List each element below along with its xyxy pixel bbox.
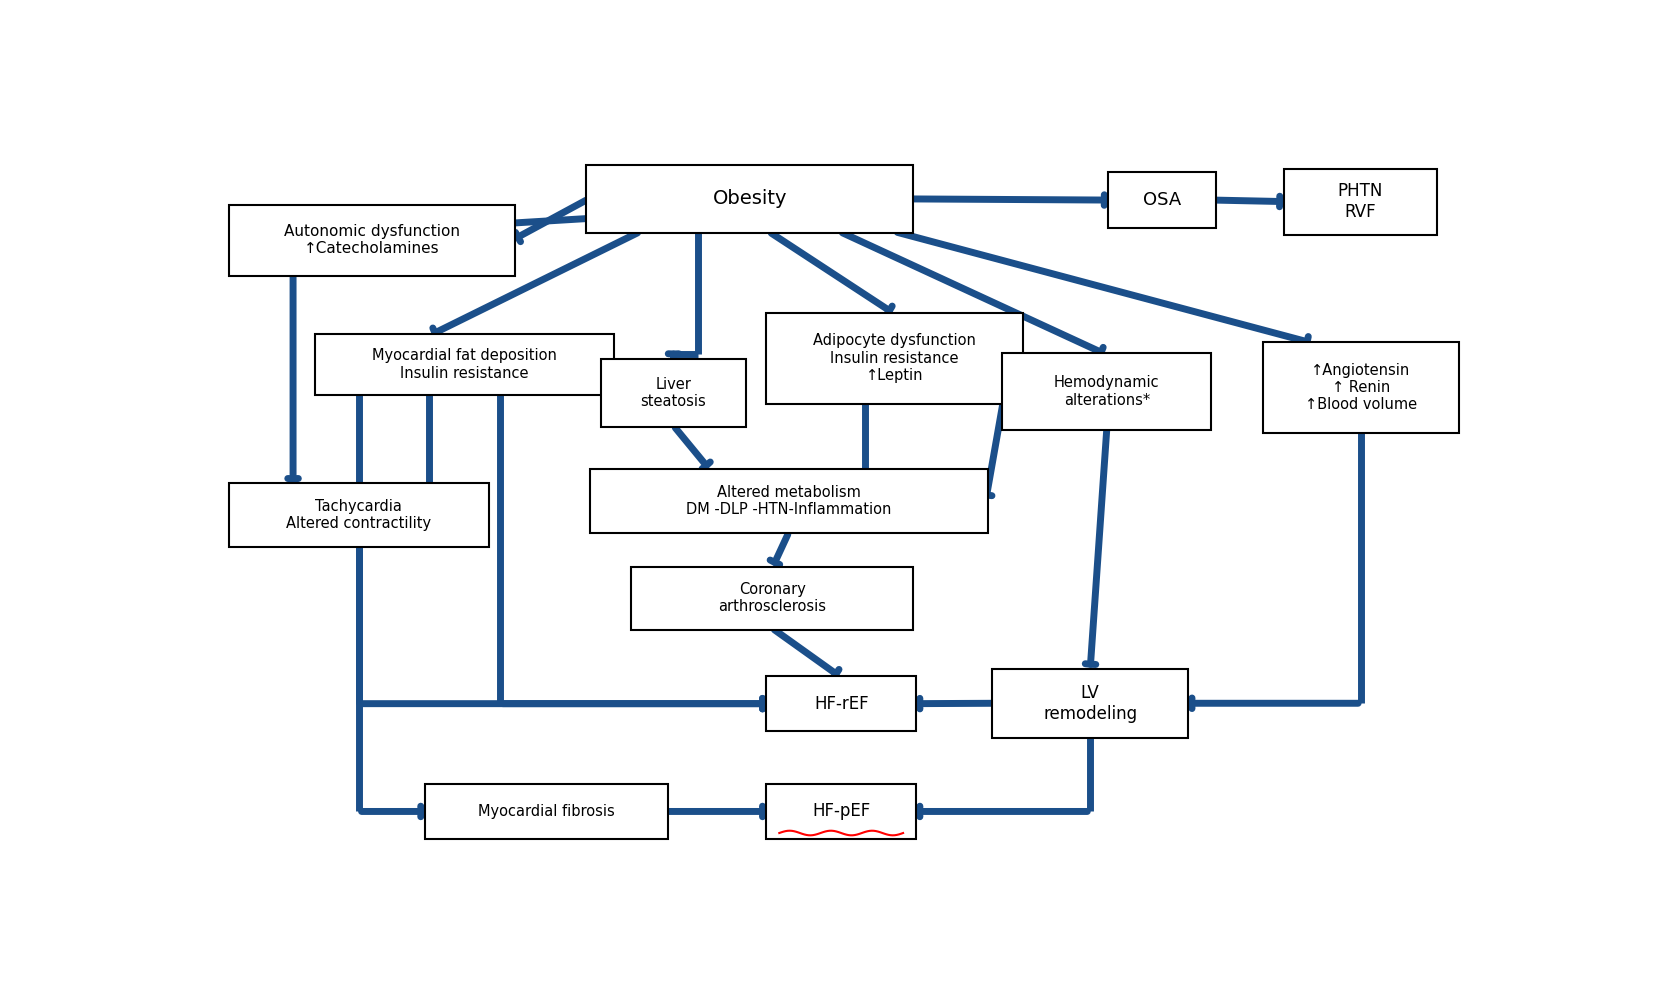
Text: Coronary
arthrosclerosis: Coronary arthrosclerosis [719, 582, 827, 614]
Text: Myocardial fat deposition
Insulin resistance: Myocardial fat deposition Insulin resist… [373, 348, 557, 381]
FancyBboxPatch shape [228, 205, 514, 276]
Text: HF-rEF: HF-rEF [814, 695, 869, 713]
FancyBboxPatch shape [1263, 342, 1459, 433]
FancyBboxPatch shape [424, 784, 669, 839]
FancyBboxPatch shape [589, 469, 988, 533]
Text: Liver
steatosis: Liver steatosis [641, 377, 707, 409]
FancyBboxPatch shape [767, 312, 1023, 404]
Text: Altered metabolism
DM -DLP -HTN-Inflammation: Altered metabolism DM -DLP -HTN-Inflamma… [686, 485, 892, 517]
FancyBboxPatch shape [314, 334, 614, 395]
FancyBboxPatch shape [767, 784, 915, 839]
FancyBboxPatch shape [992, 669, 1188, 738]
Text: ↑Angiotensin
↑ Renin
↑Blood volume: ↑Angiotensin ↑ Renin ↑Blood volume [1305, 363, 1418, 412]
FancyBboxPatch shape [1108, 172, 1216, 228]
FancyBboxPatch shape [228, 483, 489, 547]
Text: HF-pEF: HF-pEF [812, 802, 870, 820]
Text: Myocardial fibrosis: Myocardial fibrosis [478, 804, 616, 819]
Text: Hemodynamic
alterations*: Hemodynamic alterations* [1053, 375, 1160, 408]
Text: OSA: OSA [1143, 191, 1181, 209]
FancyBboxPatch shape [767, 676, 915, 731]
Text: PHTN
RVF: PHTN RVF [1338, 182, 1383, 221]
FancyBboxPatch shape [601, 359, 745, 427]
Text: Tachycardia
Altered contractility: Tachycardia Altered contractility [286, 499, 431, 531]
Text: LV
remodeling: LV remodeling [1043, 684, 1137, 723]
FancyBboxPatch shape [1002, 353, 1211, 430]
FancyBboxPatch shape [631, 567, 914, 630]
Text: Autonomic dysfunction
↑Catecholamines: Autonomic dysfunction ↑Catecholamines [285, 224, 459, 256]
Text: Adipocyte dysfunction
Insulin resistance
↑Leptin: Adipocyte dysfunction Insulin resistance… [814, 333, 977, 383]
FancyBboxPatch shape [586, 165, 914, 233]
FancyBboxPatch shape [1283, 169, 1438, 235]
Text: Obesity: Obesity [712, 189, 787, 208]
